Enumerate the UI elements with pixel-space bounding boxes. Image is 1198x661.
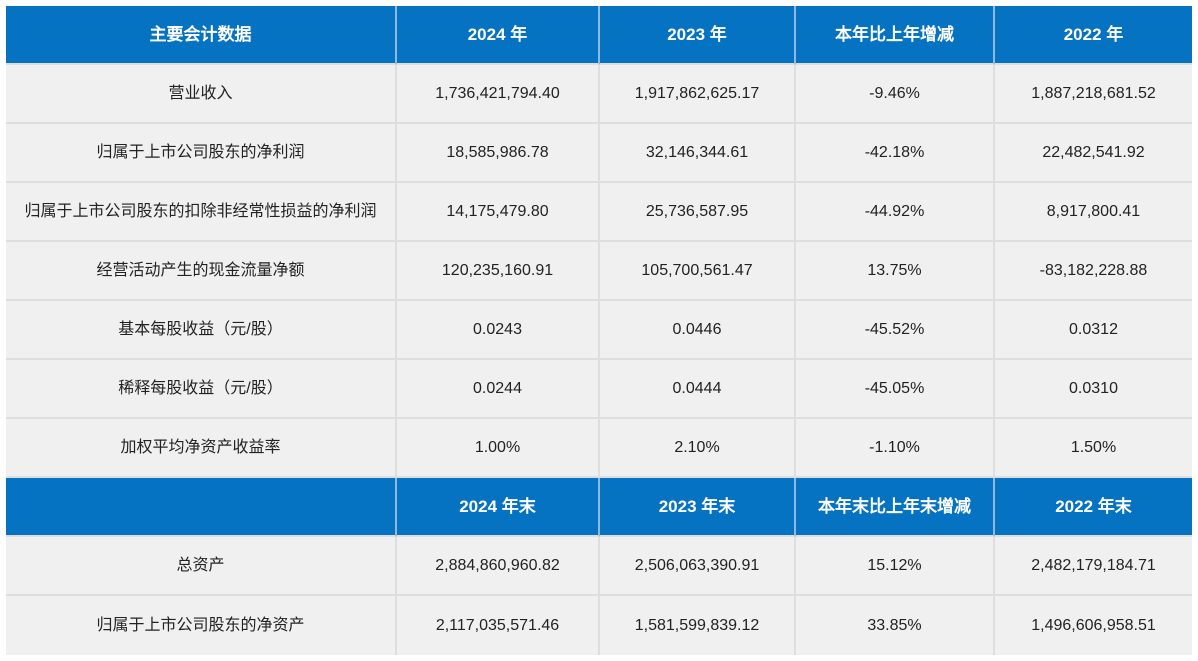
cell-value-2022: 22,482,541.92 [995,124,1192,183]
cell-value-change: -9.46% [796,65,995,124]
table-row-total-assets: 总资产 2,884,860,960.82 2,506,063,390.91 15… [6,537,1192,596]
row-label: 归属于上市公司股东的净资产 [6,596,397,655]
column-header-2022-end: 2022 年末 [995,478,1192,537]
row-label: 营业收入 [6,65,397,124]
column-header-year-end-change: 本年末比上年末增减 [796,478,995,537]
cell-value-change: 13.75% [796,242,995,301]
table-row-basic-eps: 基本每股收益（元/股） 0.0243 0.0446 -45.52% 0.0312 [6,301,1192,360]
cell-value-change: -1.10% [796,419,995,478]
cell-value-2022-end: 2,482,179,184.71 [995,537,1192,596]
table-header-row-year-end: 2024 年末 2023 年末 本年末比上年末增减 2022 年末 [6,478,1192,537]
cell-value-2024: 1.00% [397,419,600,478]
cell-value-2023: 25,736,587.95 [600,183,796,242]
row-label: 归属于上市公司股东的净利润 [6,124,397,183]
cell-value-change: -42.18% [796,124,995,183]
cell-value-2023-end: 1,581,599,839.12 [600,596,796,655]
cell-value-2024: 1,736,421,794.40 [397,65,600,124]
row-label: 归属于上市公司股东的扣除非经常性损益的净利润 [6,183,397,242]
cell-value-2024: 0.0243 [397,301,600,360]
cell-value-2023: 32,146,344.61 [600,124,796,183]
cell-value-2022: 0.0312 [995,301,1192,360]
column-header-yoy-change: 本年比上年增减 [796,6,995,65]
cell-value-2022: 1,887,218,681.52 [995,65,1192,124]
cell-value-change: 15.12% [796,537,995,596]
table-row-operating-cash-flow: 经营活动产生的现金流量净额 120,235,160.91 105,700,561… [6,242,1192,301]
cell-value-2023: 0.0446 [600,301,796,360]
cell-value-change: 33.85% [796,596,995,655]
cell-value-2024-end: 2,117,035,571.46 [397,596,600,655]
cell-value-2022: 1.50% [995,419,1192,478]
row-label: 基本每股收益（元/股） [6,301,397,360]
column-header-metric: 主要会计数据 [6,6,397,65]
table-header-row-annual: 主要会计数据 2024 年 2023 年 本年比上年增减 2022 年 [6,6,1192,65]
column-header-2024-end: 2024 年末 [397,478,600,537]
row-label: 经营活动产生的现金流量净额 [6,242,397,301]
cell-value-change: -44.92% [796,183,995,242]
cell-value-2024: 0.0244 [397,360,600,419]
cell-value-change: -45.05% [796,360,995,419]
table-row-net-assets: 归属于上市公司股东的净资产 2,117,035,571.46 1,581,599… [6,596,1192,655]
column-header-2023-end: 2023 年末 [600,478,796,537]
cell-value-2023: 1,917,862,625.17 [600,65,796,124]
column-header-2022: 2022 年 [995,6,1192,65]
cell-value-2023-end: 2,506,063,390.91 [600,537,796,596]
row-label: 稀释每股收益（元/股） [6,360,397,419]
cell-value-2022-end: 1,496,606,958.51 [995,596,1192,655]
table-row-operating-revenue: 营业收入 1,736,421,794.40 1,917,862,625.17 -… [6,65,1192,124]
cell-value-2024: 18,585,986.78 [397,124,600,183]
table-row-diluted-eps: 稀释每股收益（元/股） 0.0244 0.0444 -45.05% 0.0310 [6,360,1192,419]
cell-value-change: -45.52% [796,301,995,360]
column-header-2023: 2023 年 [600,6,796,65]
table-row-net-profit-excl-nonrecurring: 归属于上市公司股东的扣除非经常性损益的净利润 14,175,479.80 25,… [6,183,1192,242]
cell-value-2022: 8,917,800.41 [995,183,1192,242]
row-label: 加权平均净资产收益率 [6,419,397,478]
table-row-net-profit: 归属于上市公司股东的净利润 18,585,986.78 32,146,344.6… [6,124,1192,183]
column-header-blank [6,478,397,537]
cell-value-2023: 105,700,561.47 [600,242,796,301]
row-label: 总资产 [6,537,397,596]
cell-value-2024: 14,175,479.80 [397,183,600,242]
cell-value-2023: 0.0444 [600,360,796,419]
cell-value-2022: -83,182,228.88 [995,242,1192,301]
cell-value-2023: 2.10% [600,419,796,478]
cell-value-2024: 120,235,160.91 [397,242,600,301]
cell-value-2024-end: 2,884,860,960.82 [397,537,600,596]
column-header-2024: 2024 年 [397,6,600,65]
financial-summary-table: 主要会计数据 2024 年 2023 年 本年比上年增减 2022 年 营业收入… [6,6,1192,655]
cell-value-2022: 0.0310 [995,360,1192,419]
table-row-weighted-avg-roe: 加权平均净资产收益率 1.00% 2.10% -1.10% 1.50% [6,419,1192,478]
